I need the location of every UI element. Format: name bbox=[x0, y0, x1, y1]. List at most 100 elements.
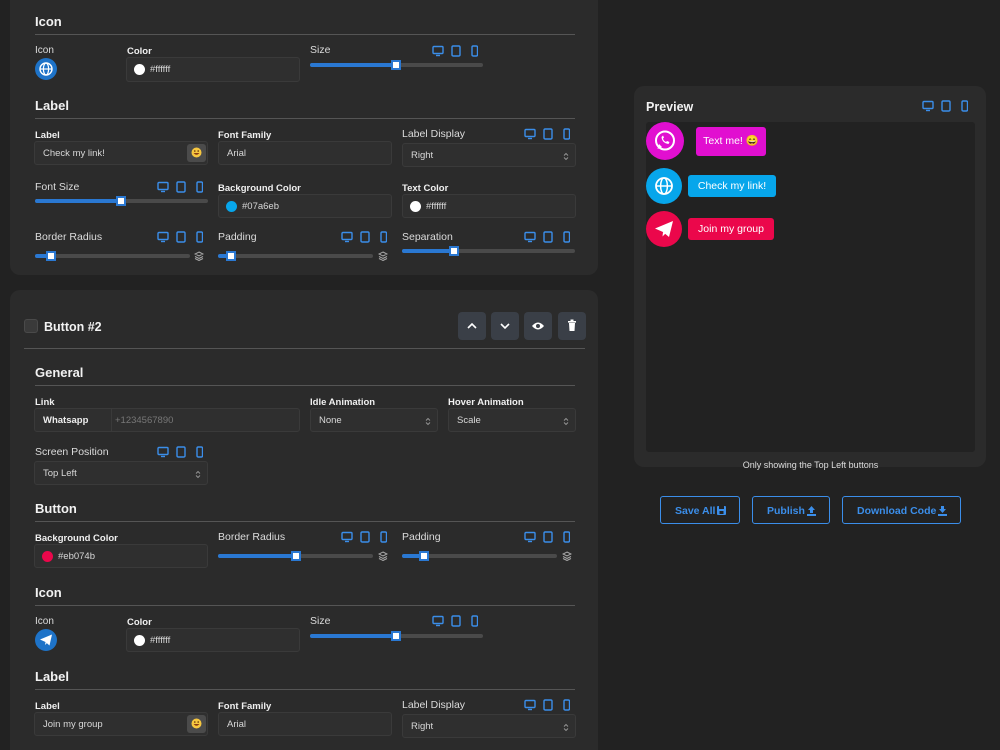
select-arrow bbox=[563, 417, 569, 426]
emoji-picker[interactable] bbox=[187, 144, 206, 162]
link-placeholder: +1234567890 bbox=[115, 414, 174, 426]
section-divider bbox=[35, 34, 575, 35]
preview-note: Only showing the Top Left buttons bbox=[742, 460, 879, 470]
select-value: None bbox=[319, 414, 342, 426]
field-label: Color bbox=[127, 46, 152, 57]
color-swatch bbox=[410, 200, 421, 212]
responsive-toggle bbox=[378, 551, 388, 561]
section-title: Label bbox=[35, 98, 69, 113]
field-label: Icon bbox=[35, 616, 54, 627]
select-arrow bbox=[195, 470, 201, 479]
settings-panel bbox=[10, 0, 598, 275]
preview-button[interactable]: Check my link! bbox=[688, 175, 776, 197]
slider[interactable] bbox=[402, 246, 575, 256]
preview-icon bbox=[646, 122, 684, 160]
device-toggle bbox=[432, 45, 478, 57]
action-button[interactable]: Publish bbox=[752, 496, 830, 524]
field-label: Font Size bbox=[35, 181, 80, 193]
action-icon bbox=[807, 506, 816, 516]
preview-button[interactable]: Text me! 😄 bbox=[696, 127, 766, 156]
preview-button[interactable]: Join my group bbox=[688, 218, 774, 240]
slider[interactable] bbox=[218, 551, 373, 561]
select-value: Right bbox=[411, 149, 434, 161]
text-input[interactable]: Arial bbox=[218, 712, 392, 736]
slider-fill bbox=[218, 254, 231, 258]
device-toggle bbox=[524, 699, 570, 711]
text-input[interactable]: Join my group bbox=[34, 712, 208, 736]
emoji-picker[interactable] bbox=[187, 715, 206, 733]
text-input[interactable]: #ffffff bbox=[126, 628, 300, 652]
field-label: Size bbox=[310, 615, 331, 627]
device-toggle bbox=[157, 181, 203, 193]
icon-preview bbox=[35, 58, 57, 80]
button-divider bbox=[24, 348, 585, 349]
input-value: #ffffff bbox=[150, 64, 171, 75]
section-title: Icon bbox=[35, 14, 62, 29]
slider[interactable] bbox=[402, 551, 557, 561]
text-input[interactable]: #ffffff bbox=[402, 194, 576, 218]
move-up-button-icon bbox=[467, 322, 477, 329]
device-toggle bbox=[524, 128, 570, 140]
icon-preview bbox=[35, 629, 57, 651]
field-label: Label Display bbox=[402, 699, 466, 711]
slider-thumb bbox=[391, 631, 401, 641]
responsive-toggle bbox=[562, 551, 572, 561]
input-value: Check my link! bbox=[43, 147, 105, 159]
select[interactable]: Right bbox=[402, 143, 576, 167]
action-button[interactable]: Save All bbox=[660, 496, 740, 524]
field-label: Background Color bbox=[35, 533, 118, 544]
section-title: General bbox=[35, 365, 84, 380]
select[interactable]: Scale bbox=[448, 408, 576, 432]
select[interactable]: None bbox=[310, 408, 438, 432]
input-value: Arial bbox=[227, 147, 247, 159]
device-toggle bbox=[157, 231, 203, 243]
preview-canvas bbox=[646, 122, 975, 452]
slider-fill bbox=[310, 634, 396, 638]
slider[interactable] bbox=[35, 251, 190, 261]
text-input[interactable]: Check my link! bbox=[34, 141, 208, 165]
select[interactable]: Top Left bbox=[34, 461, 208, 485]
section-title: Button bbox=[35, 501, 77, 516]
action-label: Publish bbox=[767, 504, 805, 517]
toggle-visibility-button-icon bbox=[532, 322, 544, 330]
field-label: Screen Position bbox=[35, 446, 109, 458]
emoji-icon bbox=[191, 718, 202, 729]
toggle-visibility-button[interactable] bbox=[524, 312, 552, 340]
preview-button-label: Check my link! bbox=[697, 179, 767, 192]
text-input[interactable]: Arial bbox=[218, 141, 392, 165]
input-value: Join my group bbox=[43, 718, 103, 730]
field-label: Link bbox=[35, 397, 55, 408]
slider[interactable] bbox=[310, 60, 483, 70]
move-down-button[interactable] bbox=[491, 312, 519, 340]
slider-thumb bbox=[116, 196, 126, 206]
slider-thumb bbox=[226, 251, 236, 261]
slider-thumb bbox=[291, 551, 301, 561]
text-input[interactable]: #ffffff bbox=[126, 57, 300, 82]
field-label: Font Family bbox=[218, 701, 272, 712]
link-separator bbox=[111, 409, 112, 431]
slider-fill bbox=[402, 249, 454, 253]
section-title: Label bbox=[35, 669, 69, 684]
slider[interactable] bbox=[310, 631, 483, 641]
slider[interactable] bbox=[35, 196, 208, 206]
link-input[interactable]: Whatsapp +1234567890 bbox=[34, 408, 300, 432]
delete-button[interactable] bbox=[558, 312, 586, 340]
move-up-button[interactable] bbox=[458, 312, 486, 340]
input-value: #ffffff bbox=[426, 200, 447, 212]
preview-icon bbox=[646, 211, 682, 247]
move-down-button-icon bbox=[500, 323, 510, 330]
select[interactable]: Right bbox=[402, 714, 576, 738]
text-input[interactable]: #07a6eb bbox=[218, 194, 392, 218]
slider[interactable] bbox=[218, 251, 373, 261]
field-label: Size bbox=[310, 44, 331, 56]
action-button[interactable]: Download Code bbox=[842, 496, 961, 524]
slider-fill bbox=[35, 199, 121, 203]
text-input[interactable]: #eb074b bbox=[34, 544, 208, 568]
input-value: #ffffff bbox=[150, 634, 171, 646]
delete-button-icon bbox=[568, 319, 576, 331]
section-title: Icon bbox=[35, 585, 62, 600]
button-title: Button #2 bbox=[44, 320, 102, 334]
select-arrow bbox=[563, 723, 569, 732]
select-checkbox[interactable] bbox=[24, 319, 38, 333]
